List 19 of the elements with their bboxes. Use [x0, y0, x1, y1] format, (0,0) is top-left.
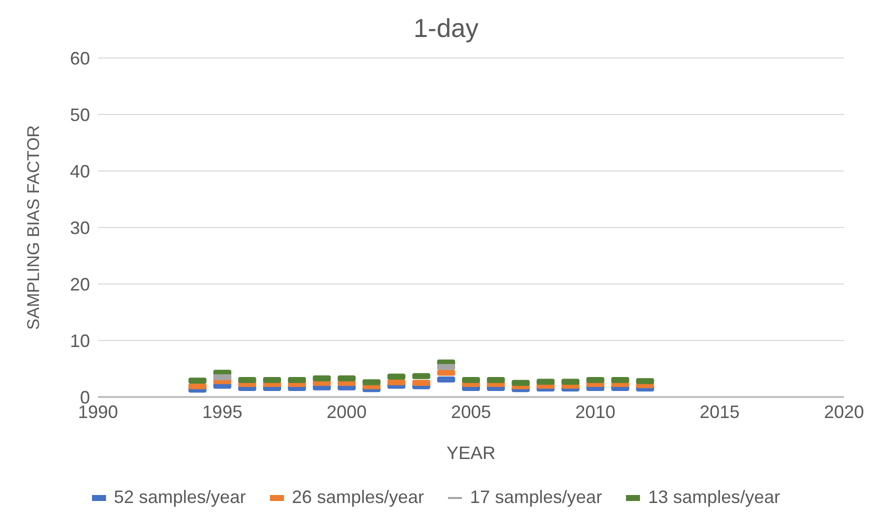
- y-tick-label: 20: [70, 274, 90, 294]
- y-tick-label: 30: [70, 218, 90, 238]
- legend-label: 17 samples/year: [469, 487, 602, 508]
- y-tick-label: 50: [70, 104, 90, 125]
- legend-label: 52 samples/year: [112, 487, 246, 508]
- x-tick-label: 2005: [450, 402, 492, 422]
- legend-label: 13 samples/year: [647, 487, 780, 508]
- x-tick-label: 1995: [202, 402, 242, 422]
- x-axis-title: YEAR: [446, 443, 496, 463]
- chart-title: 1-day: [412, 12, 480, 45]
- x-tick-label: 2015: [700, 402, 740, 422]
- legend-label: 26 samples/year: [290, 487, 424, 508]
- y-tick-label: 10: [70, 330, 90, 351]
- x-tick-label: 2000: [326, 402, 367, 422]
- y-tick-label: 60: [70, 48, 90, 68]
- x-tick-label: 2020: [824, 402, 864, 422]
- y-axis-title: SAMPLING BIAS FACTOR: [24, 125, 44, 330]
- y-tick-label: 40: [70, 161, 90, 182]
- x-tick-label: 2010: [575, 402, 616, 422]
